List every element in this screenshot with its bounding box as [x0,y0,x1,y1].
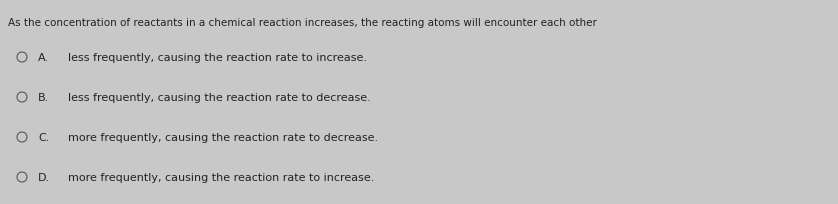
Text: A.: A. [38,53,49,63]
Text: less frequently, causing the reaction rate to decrease.: less frequently, causing the reaction ra… [68,93,370,102]
Text: more frequently, causing the reaction rate to increase.: more frequently, causing the reaction ra… [68,172,375,182]
Text: more frequently, causing the reaction rate to decrease.: more frequently, causing the reaction ra… [68,132,378,142]
Text: C.: C. [38,132,49,142]
Text: B.: B. [38,93,49,102]
Text: less frequently, causing the reaction rate to increase.: less frequently, causing the reaction ra… [68,53,367,63]
Text: D.: D. [38,172,50,182]
Text: As the concentration of reactants in a chemical reaction increases, the reacting: As the concentration of reactants in a c… [8,18,597,28]
